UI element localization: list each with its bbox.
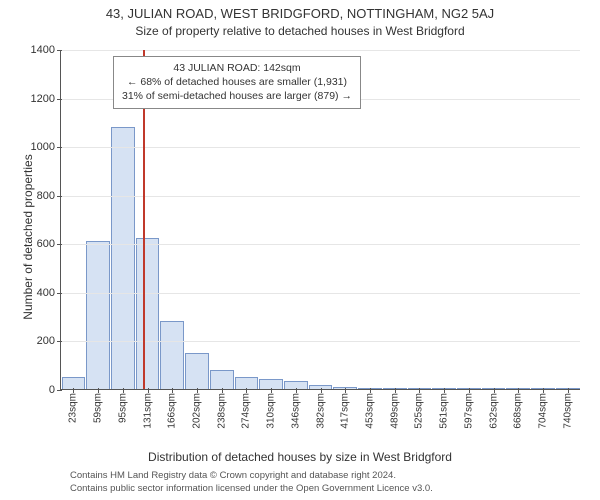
- x-tick: 310sqm: [259, 389, 284, 449]
- x-tick: 668sqm: [506, 389, 531, 449]
- x-tick: 417sqm: [333, 389, 358, 449]
- gridline: [61, 341, 580, 342]
- bar: [185, 353, 209, 389]
- x-tick-label: 23sqm: [68, 393, 79, 423]
- bar: [111, 127, 135, 389]
- y-tick-label: 400: [21, 287, 61, 299]
- x-tick-label: 95sqm: [117, 393, 128, 423]
- x-tick-label: 597sqm: [463, 393, 474, 429]
- x-tick-label: 704sqm: [538, 393, 549, 429]
- y-tick-label: 600: [21, 238, 61, 250]
- y-tick-label: 1400: [21, 44, 61, 56]
- bar: [160, 321, 184, 389]
- x-tick: 453sqm: [358, 389, 383, 449]
- y-tick-label: 1000: [21, 141, 61, 153]
- plot-area: 23sqm59sqm95sqm131sqm166sqm202sqm238sqm2…: [60, 50, 580, 390]
- x-axis-label: Distribution of detached houses by size …: [0, 450, 600, 464]
- x-tick-label: 632sqm: [488, 393, 499, 429]
- footer-line-2: Contains public sector information licen…: [70, 483, 433, 494]
- x-tick-label: 489sqm: [389, 393, 400, 429]
- annotation-line: 43 JULIAN ROAD: 142sqm: [122, 61, 352, 75]
- bar: [210, 370, 234, 389]
- x-tick-label: 274sqm: [241, 393, 252, 429]
- x-tick: 346sqm: [283, 389, 308, 449]
- y-axis-label: Number of detached properties: [21, 137, 35, 337]
- x-tick: 382sqm: [308, 389, 333, 449]
- x-tick-label: 202sqm: [191, 393, 202, 429]
- x-tick: 166sqm: [160, 389, 185, 449]
- bar: [136, 238, 160, 389]
- gridline: [61, 293, 580, 294]
- x-tick-label: 382sqm: [315, 393, 326, 429]
- x-tick: 23sqm: [61, 389, 86, 449]
- annotation-box: 43 JULIAN ROAD: 142sqm← 68% of detached …: [113, 56, 361, 109]
- x-tick: 561sqm: [432, 389, 457, 449]
- x-ticks-group: 23sqm 59sqm 95sqm 131sqm 166sqm 202sqm 238sqm 2…: [61, 389, 580, 449]
- x-tick-label: 346sqm: [290, 393, 301, 429]
- x-tick-label: 740sqm: [562, 393, 573, 429]
- x-tick: 238sqm: [209, 389, 234, 449]
- x-tick: 59sqm: [86, 389, 111, 449]
- x-tick: 597sqm: [457, 389, 482, 449]
- chart-title: 43, JULIAN ROAD, WEST BRIDGFORD, NOTTING…: [0, 6, 600, 21]
- x-tick-label: 310sqm: [266, 393, 277, 429]
- bar: [86, 241, 110, 389]
- chart-subtitle: Size of property relative to detached ho…: [0, 24, 600, 38]
- x-tick-label: 453sqm: [364, 393, 375, 429]
- x-tick-label: 59sqm: [93, 393, 104, 423]
- x-tick-label: 525sqm: [414, 393, 425, 429]
- x-tick: 274sqm: [234, 389, 259, 449]
- x-tick-label: 668sqm: [513, 393, 524, 429]
- gridline: [61, 147, 580, 148]
- y-tick-label: 800: [21, 190, 61, 202]
- gridline: [61, 244, 580, 245]
- annotation-line: ← 68% of detached houses are smaller (1,…: [122, 75, 352, 89]
- annotation-line: 31% of semi-detached houses are larger (…: [122, 89, 352, 103]
- x-tick: 131sqm: [135, 389, 160, 449]
- x-tick: 525sqm: [407, 389, 432, 449]
- y-tick-label: 1200: [21, 93, 61, 105]
- x-tick-label: 417sqm: [340, 393, 351, 429]
- x-tick: 632sqm: [481, 389, 506, 449]
- chart-container: 43, JULIAN ROAD, WEST BRIDGFORD, NOTTING…: [0, 0, 600, 500]
- footer-line-1: Contains HM Land Registry data © Crown c…: [70, 470, 396, 481]
- x-tick-label: 166sqm: [167, 393, 178, 429]
- gridline: [61, 50, 580, 51]
- x-tick: 202sqm: [185, 389, 210, 449]
- x-tick-label: 131sqm: [142, 393, 153, 429]
- x-tick: 95sqm: [110, 389, 135, 449]
- y-tick-label: 200: [21, 335, 61, 347]
- y-tick-label: 0: [21, 384, 61, 396]
- x-tick-label: 238sqm: [216, 393, 227, 429]
- x-tick: 489sqm: [382, 389, 407, 449]
- x-tick-label: 561sqm: [439, 393, 450, 429]
- gridline: [61, 196, 580, 197]
- x-tick: 704sqm: [531, 389, 556, 449]
- x-tick: 740sqm: [555, 389, 580, 449]
